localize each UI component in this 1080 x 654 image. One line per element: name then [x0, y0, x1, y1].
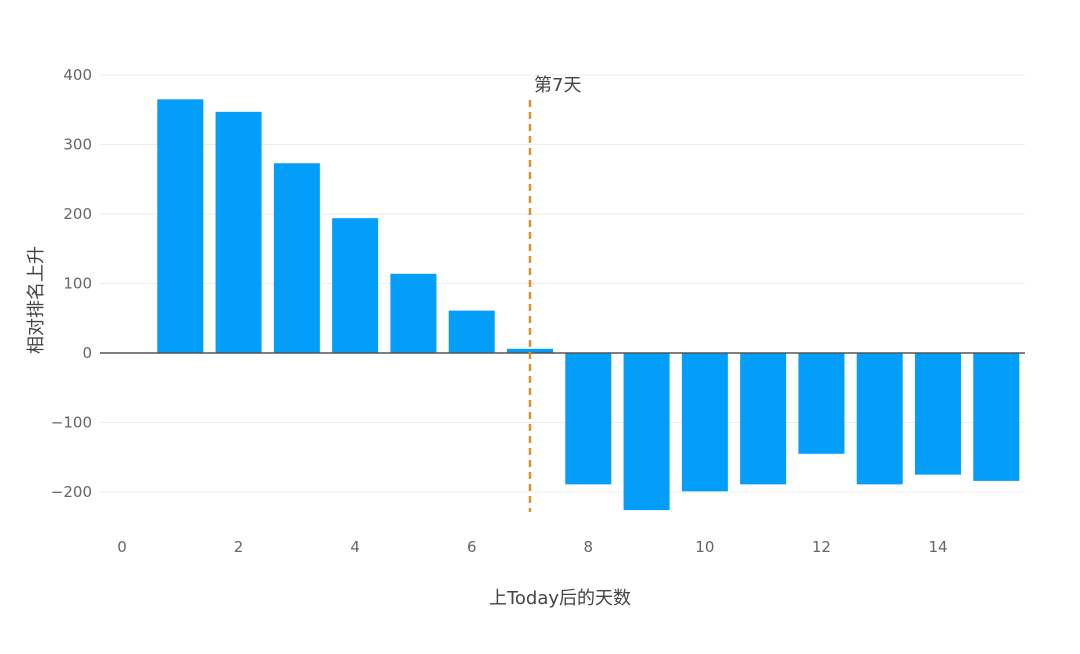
- bar: [448, 310, 495, 353]
- x-tick-label: 14: [928, 538, 947, 556]
- y-tick-label: −200: [51, 483, 92, 501]
- bar: [273, 163, 320, 353]
- x-tick-label: 6: [467, 538, 477, 556]
- x-tick-label: 0: [117, 538, 127, 556]
- bar: [390, 273, 437, 353]
- x-tick-label: 2: [234, 538, 244, 556]
- bar: [507, 348, 553, 353]
- bar: [332, 218, 379, 353]
- bar: [915, 353, 961, 475]
- annotation-group: 第7天: [528, 75, 581, 512]
- y-tick-label: 300: [63, 136, 92, 154]
- x-tick-labels: 0 2 4 6 8 10 12 14: [117, 538, 947, 556]
- x-tick-label: 10: [695, 538, 714, 556]
- y-tick-labels: 400 300 200 100 0 −100 −200: [51, 66, 92, 501]
- bar: [215, 111, 262, 354]
- bar: [740, 353, 787, 485]
- bar: [798, 353, 845, 454]
- y-tick-label: 200: [63, 205, 92, 223]
- x-tick-label: 4: [350, 538, 360, 556]
- y-axis-title: 相对排名上升: [26, 246, 47, 354]
- annotation-label: 第7天: [534, 75, 581, 96]
- bars: [157, 99, 1020, 511]
- y-tick-label: 400: [63, 66, 92, 84]
- bar: [157, 99, 204, 353]
- x-tick-label: 12: [812, 538, 831, 556]
- x-tick-label: 8: [584, 538, 594, 556]
- y-tick-label: 0: [82, 344, 92, 362]
- bar: [856, 353, 903, 485]
- y-tick-label: 100: [63, 275, 92, 293]
- x-axis-title: 上Today后的天数: [489, 588, 631, 609]
- bar: [973, 353, 1020, 481]
- bar: [623, 353, 670, 511]
- bar: [565, 353, 612, 485]
- bar: [681, 353, 728, 492]
- y-tick-label: −100: [51, 414, 92, 432]
